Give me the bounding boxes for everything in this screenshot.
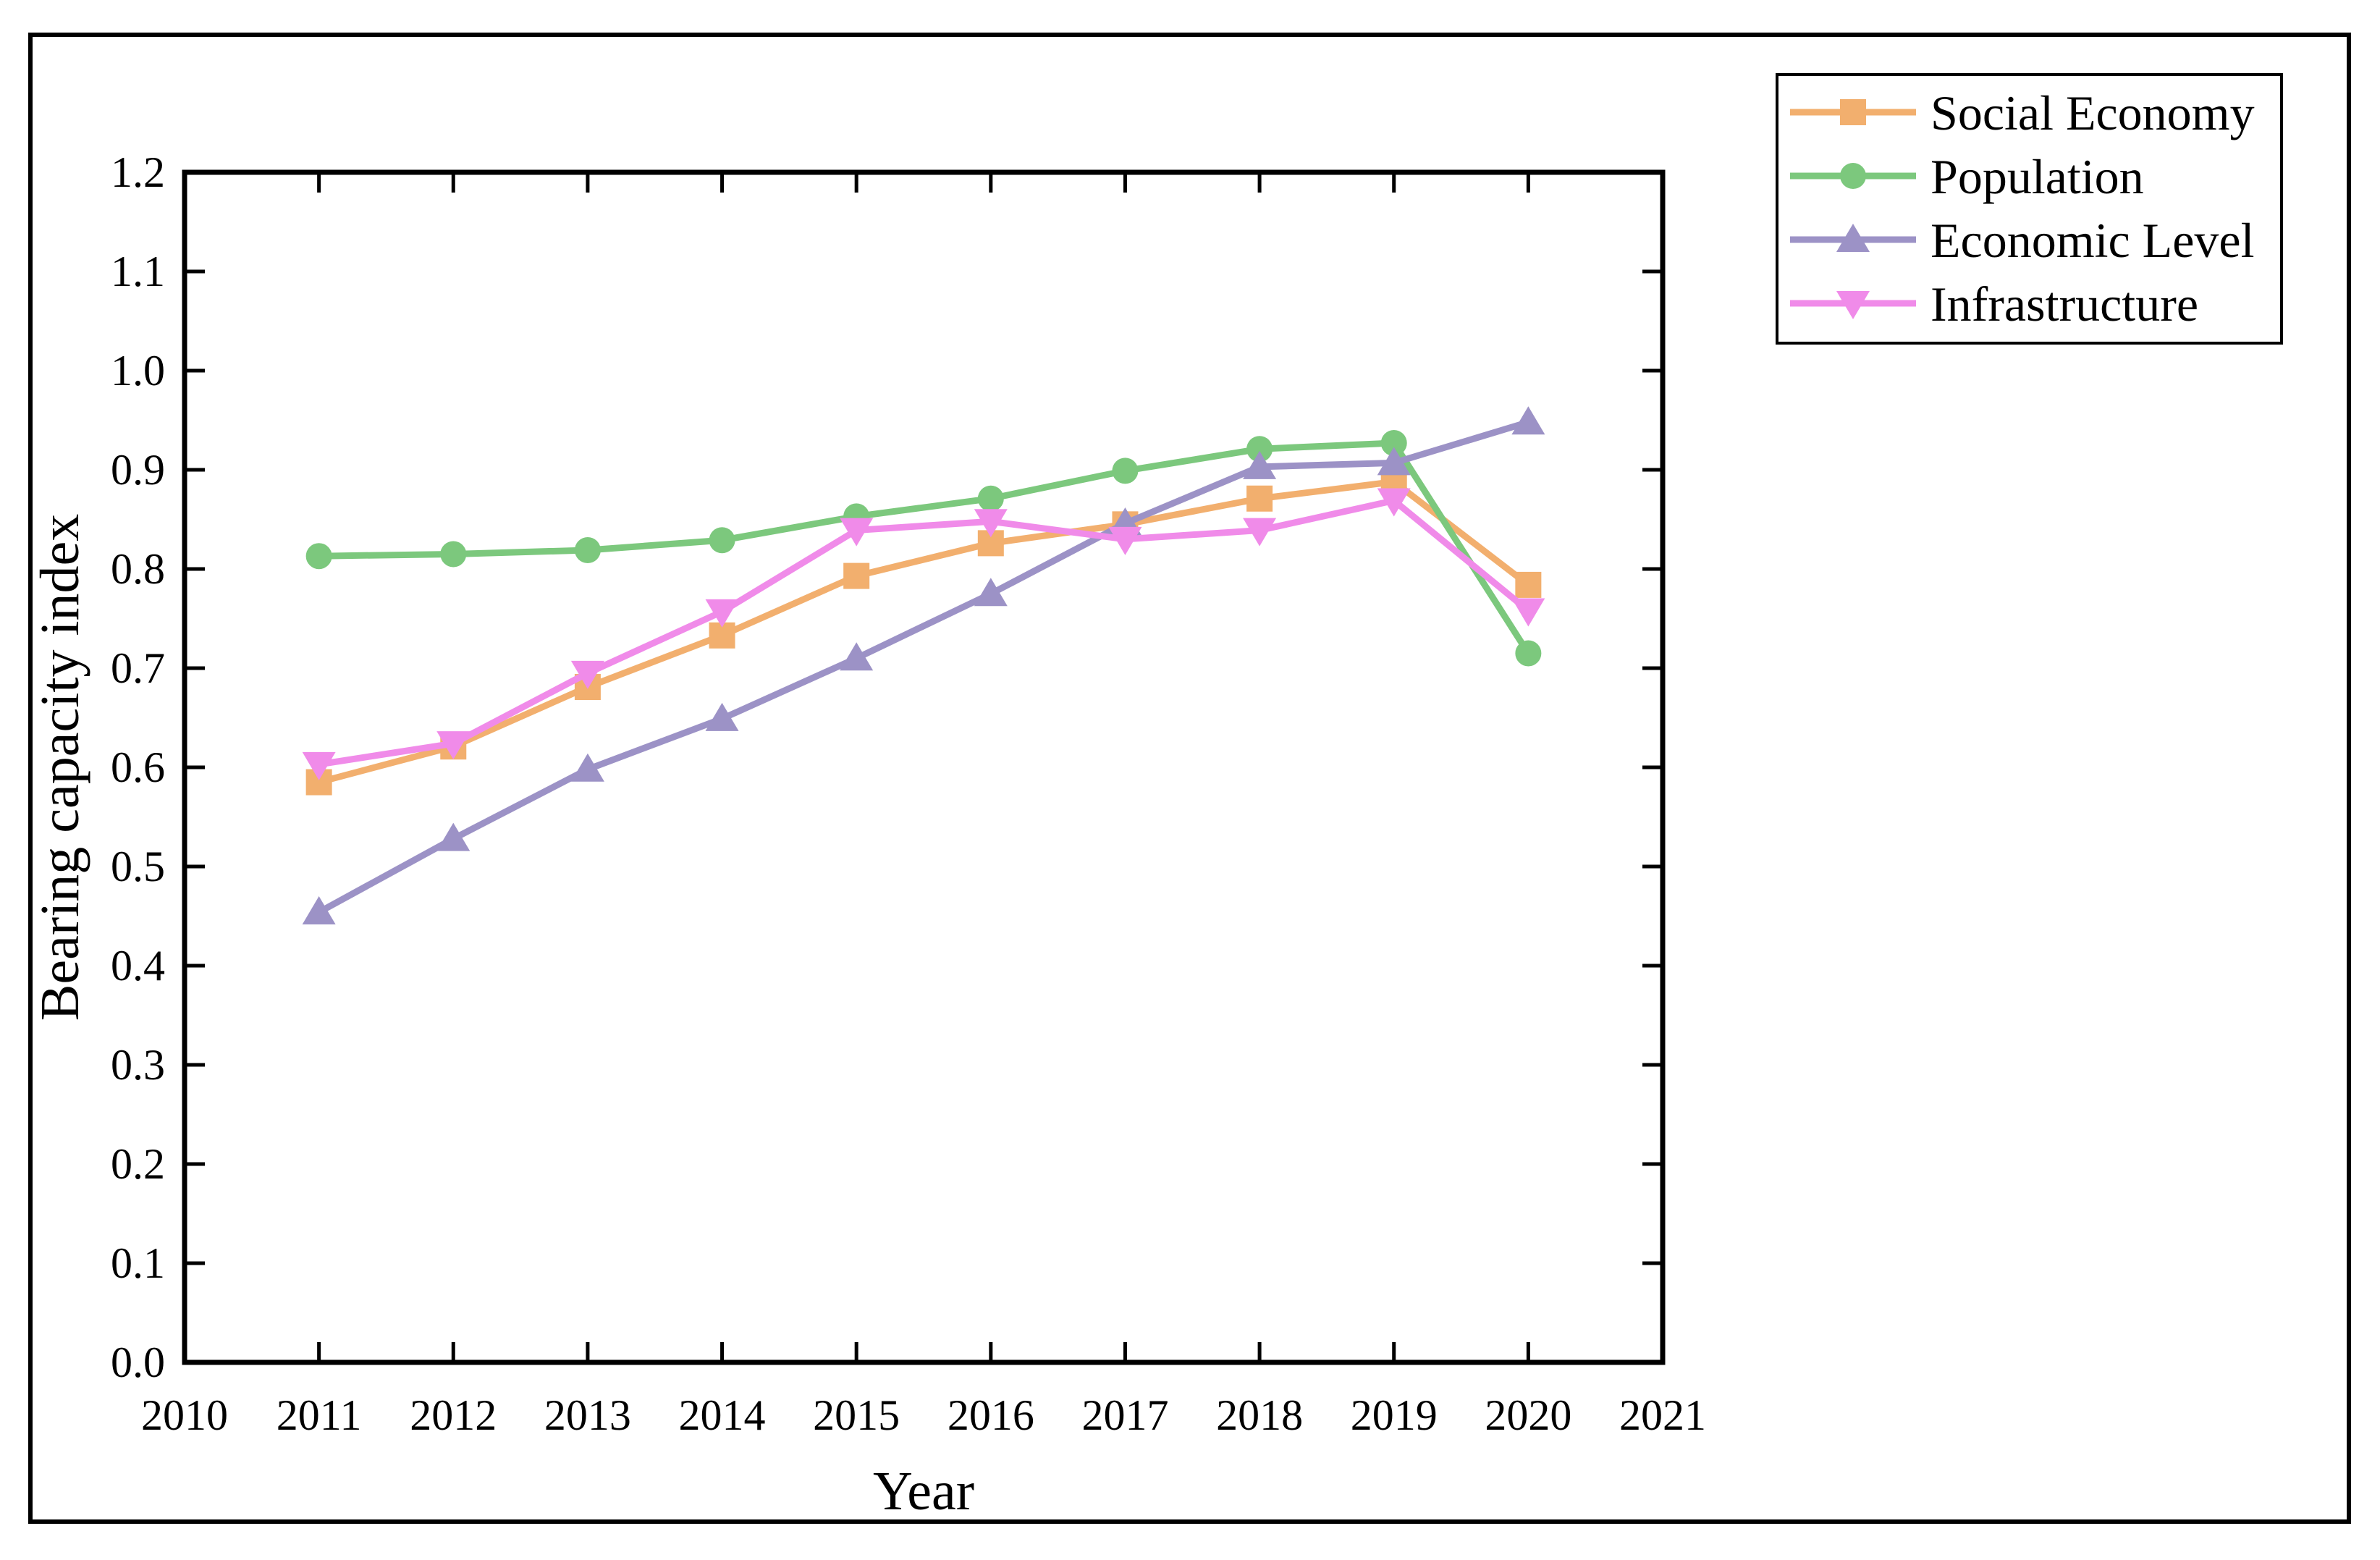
legend-label-social-economy: Social Economy: [1930, 85, 2255, 140]
y-tick-label: 0.0: [111, 1338, 165, 1386]
series-line-population: [318, 439, 1532, 655]
marker-circle-population: [574, 536, 601, 563]
marker-triangle-up-economic-level: [570, 753, 604, 782]
plot-frame: [182, 169, 1666, 1365]
legend: Social Economy Population Economic Level In…: [1776, 73, 2283, 345]
marker-circle-population: [977, 485, 1004, 512]
legend-label-economic-level: Economic Level: [1930, 213, 2254, 268]
y-tick-label: 0.5: [111, 843, 165, 890]
x-tick-label: 2014: [679, 1391, 766, 1439]
marker-triangle-down-infrastructure: [1511, 598, 1545, 627]
series-line-economic-level: [317, 418, 1529, 915]
marker-square-social-economy: [1246, 485, 1273, 512]
marker-square-social-economy: [1515, 571, 1542, 598]
x-tick-label: 2016: [948, 1391, 1034, 1439]
marker-triangle-down-infrastructure: [1377, 488, 1411, 517]
x-tick-label: 2011: [277, 1391, 362, 1439]
y-tick-label: 0.2: [111, 1140, 165, 1188]
axis-tick-labels: 2010 2011 2012 2013 2014 2015 2016 2017 2018 2019…: [111, 148, 1706, 1439]
y-tick-label: 0.6: [111, 743, 165, 791]
y-tick-label: 0.9: [111, 446, 165, 494]
marker-circle-population: [709, 527, 735, 554]
series-economic-level: [302, 406, 1545, 925]
marker-triangle-down-infrastructure: [840, 518, 874, 547]
marker-triangle-down-legend-infrastructure: [1836, 291, 1870, 319]
axis-ticks: [185, 172, 1663, 1362]
x-tick-label: 2020: [1485, 1391, 1571, 1439]
marker-square-legend-social-economy: [1840, 99, 1866, 125]
legend-item-population: Population: [1790, 149, 2144, 204]
marker-triangle-up-economic-level: [302, 896, 336, 925]
y-axis-title: Bearing capacity index: [30, 514, 90, 1021]
marker-circle-population: [1112, 458, 1139, 484]
marker-triangle-down-infrastructure: [570, 660, 604, 689]
series-social-economy: [305, 468, 1542, 796]
y-tick-label: 0.4: [111, 942, 165, 990]
figure-border: [28, 33, 2351, 1524]
y-tick-label: 1.0: [111, 347, 165, 395]
marker-triangle-down-infrastructure: [436, 731, 470, 760]
marker-triangle-up-economic-level: [436, 822, 470, 851]
marker-triangle-down-infrastructure: [974, 509, 1008, 538]
marker-triangle-up-economic-level: [840, 642, 874, 671]
y-tick-label: 0.3: [111, 1041, 165, 1089]
y-tick-label: 0.1: [111, 1239, 165, 1287]
marker-square-social-economy: [843, 562, 870, 589]
marker-triangle-down-infrastructure: [302, 751, 336, 780]
legend-label-population: Population: [1930, 149, 2144, 204]
x-tick-label: 2010: [141, 1391, 228, 1439]
marker-triangle-down-infrastructure: [1108, 526, 1142, 555]
x-tick-label: 2021: [1619, 1391, 1706, 1439]
marker-circle-population: [1515, 640, 1542, 667]
y-tick-label: 1.2: [111, 148, 165, 196]
marker-triangle-down-infrastructure: [705, 599, 739, 628]
x-tick-label: 2017: [1081, 1391, 1168, 1439]
marker-triangle-up-economic-level: [1243, 450, 1277, 479]
series-line-infrastructure: [318, 497, 1531, 768]
marker-triangle-down-infrastructure: [1243, 518, 1277, 547]
marker-circle-legend-population: [1840, 163, 1866, 189]
legend-item-economic-level: Economic Level: [1790, 213, 2254, 268]
x-tick-label: 2018: [1216, 1391, 1303, 1439]
x-tick-label: 2012: [410, 1391, 497, 1439]
marker-circle-population: [305, 543, 332, 570]
marker-circle-population: [1380, 430, 1407, 457]
marker-triangle-up-economic-level: [705, 702, 739, 731]
marker-circle-population: [1246, 436, 1273, 463]
x-tick-label: 2019: [1351, 1391, 1438, 1439]
legend-label-infrastructure: Infrastructure: [1930, 277, 2198, 332]
marker-triangle-up-economic-level: [1377, 447, 1411, 476]
legend-item-social-economy: Social Economy: [1790, 85, 2255, 140]
x-tick-label: 2015: [813, 1391, 900, 1439]
series-infrastructure: [302, 488, 1545, 780]
series-line-social-economy: [318, 478, 1531, 785]
x-tick-label: 2013: [544, 1391, 631, 1439]
x-axis-title: Year: [873, 1461, 974, 1522]
legend-item-infrastructure: Infrastructure: [1790, 277, 2198, 332]
marker-triangle-up-legend-economic-level: [1836, 224, 1870, 252]
y-tick-label: 1.1: [111, 248, 165, 295]
marker-triangle-up-economic-level: [1511, 406, 1545, 435]
y-tick-label: 0.8: [111, 545, 165, 593]
marker-triangle-up-economic-level: [974, 578, 1008, 607]
marker-circle-population: [440, 541, 467, 568]
data-series-layer: [302, 406, 1545, 925]
y-tick-label: 0.7: [111, 644, 165, 692]
